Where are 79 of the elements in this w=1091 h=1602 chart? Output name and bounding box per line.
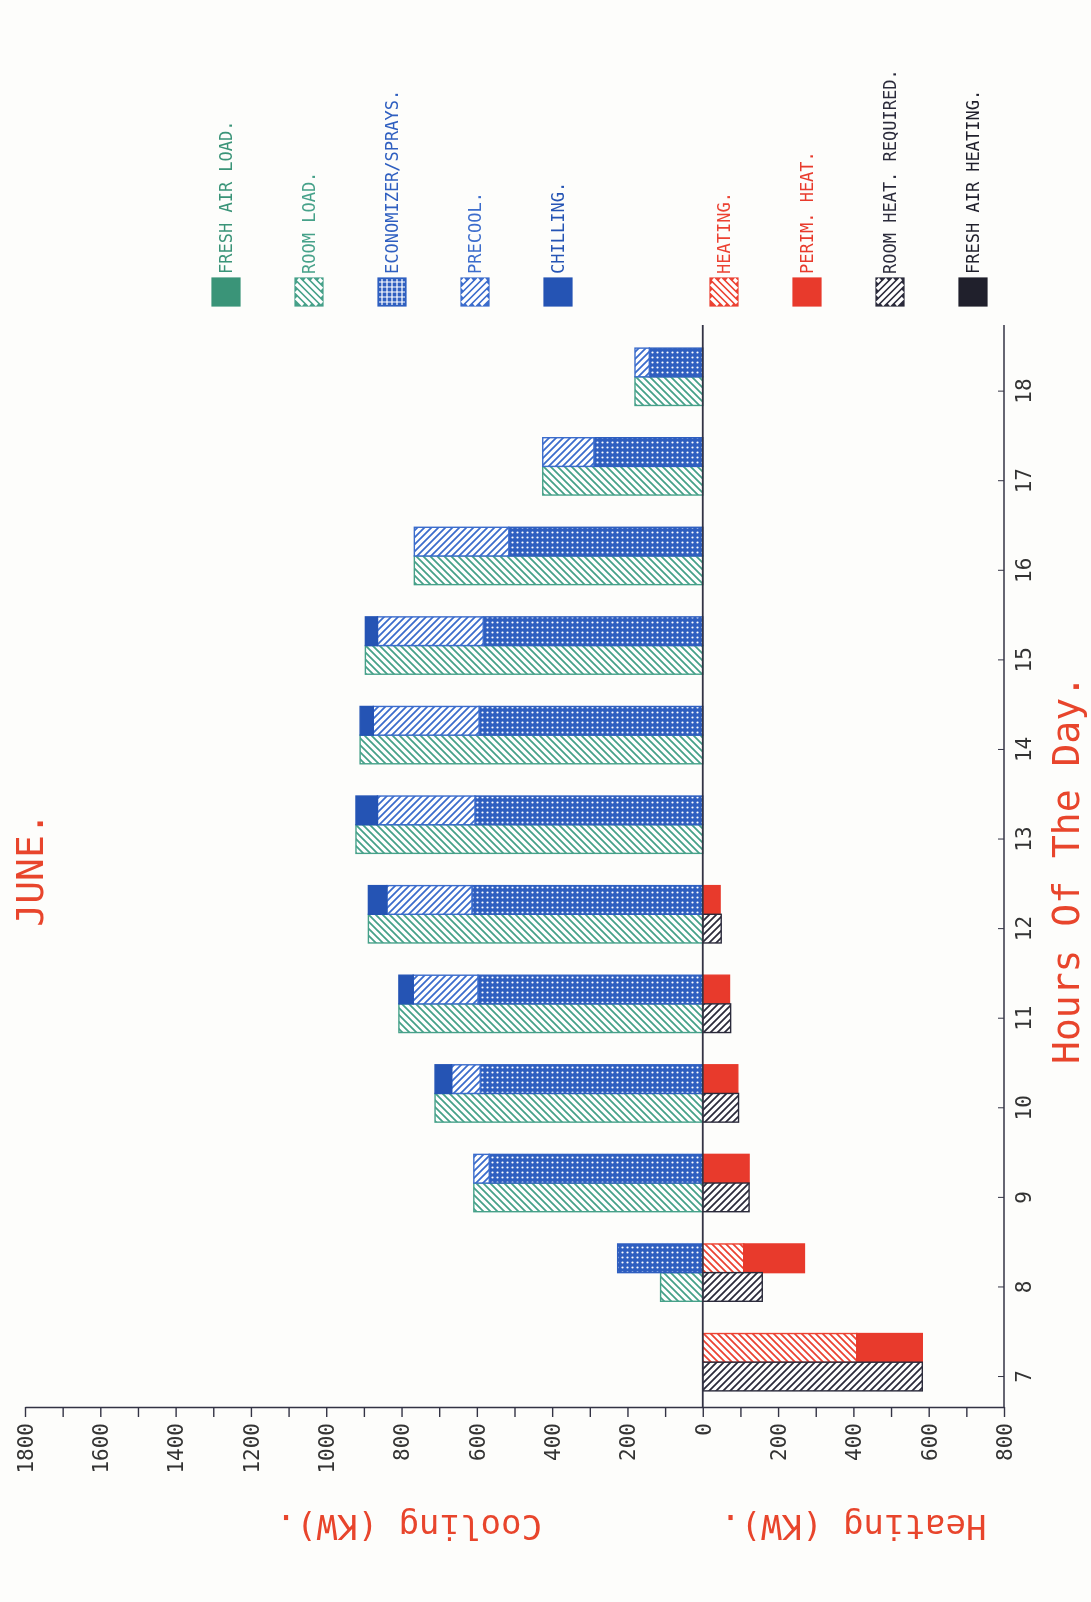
- bar: [364, 644, 704, 675]
- bar: [616, 1243, 704, 1274]
- y-tick-label: 13: [1012, 826, 1037, 852]
- bar: [471, 884, 704, 915]
- text: ECONOMIZER/SPRAYS.: [381, 89, 402, 274]
- bar: [648, 347, 704, 378]
- x-tick-label: 400: [541, 1423, 565, 1461]
- bar: [359, 705, 374, 736]
- bar: [659, 1271, 704, 1302]
- x-tick-label: 1600: [89, 1423, 114, 1474]
- bar: [593, 437, 704, 468]
- bar: [488, 1153, 704, 1184]
- y-axis-title: Hours Of The Day.: [1044, 675, 1089, 1064]
- x-tick-label: 200: [616, 1423, 641, 1461]
- bar: [367, 913, 704, 944]
- x-tick-label: 1400: [164, 1423, 189, 1474]
- x-axis-title: Cooling (KW).: [275, 1507, 542, 1548]
- x-tick-label: 800: [390, 1423, 415, 1461]
- y-tick-label: 11: [1012, 1005, 1037, 1031]
- bar: [376, 616, 484, 647]
- bar: [355, 795, 379, 826]
- bar: [542, 465, 704, 496]
- bar: [364, 616, 379, 647]
- bar: [473, 1153, 490, 1184]
- x-tick-label: 1800: [13, 1423, 38, 1474]
- y-tick-label: 15: [1012, 647, 1037, 673]
- x-tick-label: 600: [465, 1423, 490, 1461]
- y-tick-label: 18: [1012, 378, 1037, 404]
- y-tick-label: 9: [1012, 1191, 1037, 1204]
- bar: [478, 705, 704, 736]
- bar: [434, 1092, 704, 1123]
- bar: [372, 705, 480, 736]
- bar: [474, 795, 704, 826]
- text: PRECOOL.: [464, 192, 485, 274]
- bar: [412, 974, 479, 1005]
- text: HEATING.: [713, 192, 734, 274]
- bar: [413, 555, 704, 586]
- x-tick-label: 0: [691, 1423, 716, 1436]
- bar: [376, 795, 476, 826]
- bar: [634, 347, 650, 378]
- bar: [634, 376, 704, 407]
- bar: [450, 1064, 481, 1095]
- bar: [473, 1182, 704, 1213]
- x-tick-label: 800: [992, 1423, 1017, 1461]
- legend-label: FRESH AIR HEATING.: [962, 89, 983, 274]
- y-tick-label: 10: [1012, 1095, 1037, 1121]
- text: Heating (KW).: [720, 1507, 987, 1548]
- y-tick-label: 16: [1012, 557, 1037, 583]
- bar: [542, 437, 595, 468]
- x-tick-label: 600: [917, 1423, 942, 1461]
- bar: [477, 974, 704, 1005]
- bar: [508, 526, 704, 557]
- bar: [702, 1064, 739, 1095]
- bar: [386, 884, 473, 915]
- text: PERIM. HEAT.: [796, 151, 817, 274]
- y-tick-label: 12: [1012, 915, 1037, 942]
- text: JUNE.: [8, 812, 53, 927]
- bar: [702, 1153, 750, 1184]
- text: ROOM HEAT. REQUIRED.: [879, 69, 900, 274]
- x-tick-label: 200: [766, 1423, 791, 1461]
- bar: [434, 1064, 453, 1095]
- x-tick-label: 1000: [315, 1423, 340, 1474]
- bar: [482, 616, 704, 647]
- bar: [359, 734, 704, 765]
- text: CHILLING.: [547, 181, 568, 274]
- bar: [413, 526, 510, 557]
- bar: [355, 824, 704, 855]
- y-tick-label: 7: [1012, 1370, 1037, 1383]
- x-tick-label: 1200: [239, 1423, 264, 1474]
- bar: [398, 974, 414, 1005]
- y-tick-label: 14: [1012, 736, 1037, 763]
- bar: [479, 1064, 704, 1095]
- text: ROOM LOAD.: [298, 171, 319, 274]
- x-tick-label: 400: [842, 1423, 867, 1461]
- y-tick-label: 17: [1012, 468, 1037, 494]
- legend-label: FRESH AIR LOAD.: [215, 120, 236, 274]
- bar: [398, 1003, 704, 1034]
- bar: [367, 884, 388, 915]
- y-tick-label: 8: [1012, 1280, 1037, 1294]
